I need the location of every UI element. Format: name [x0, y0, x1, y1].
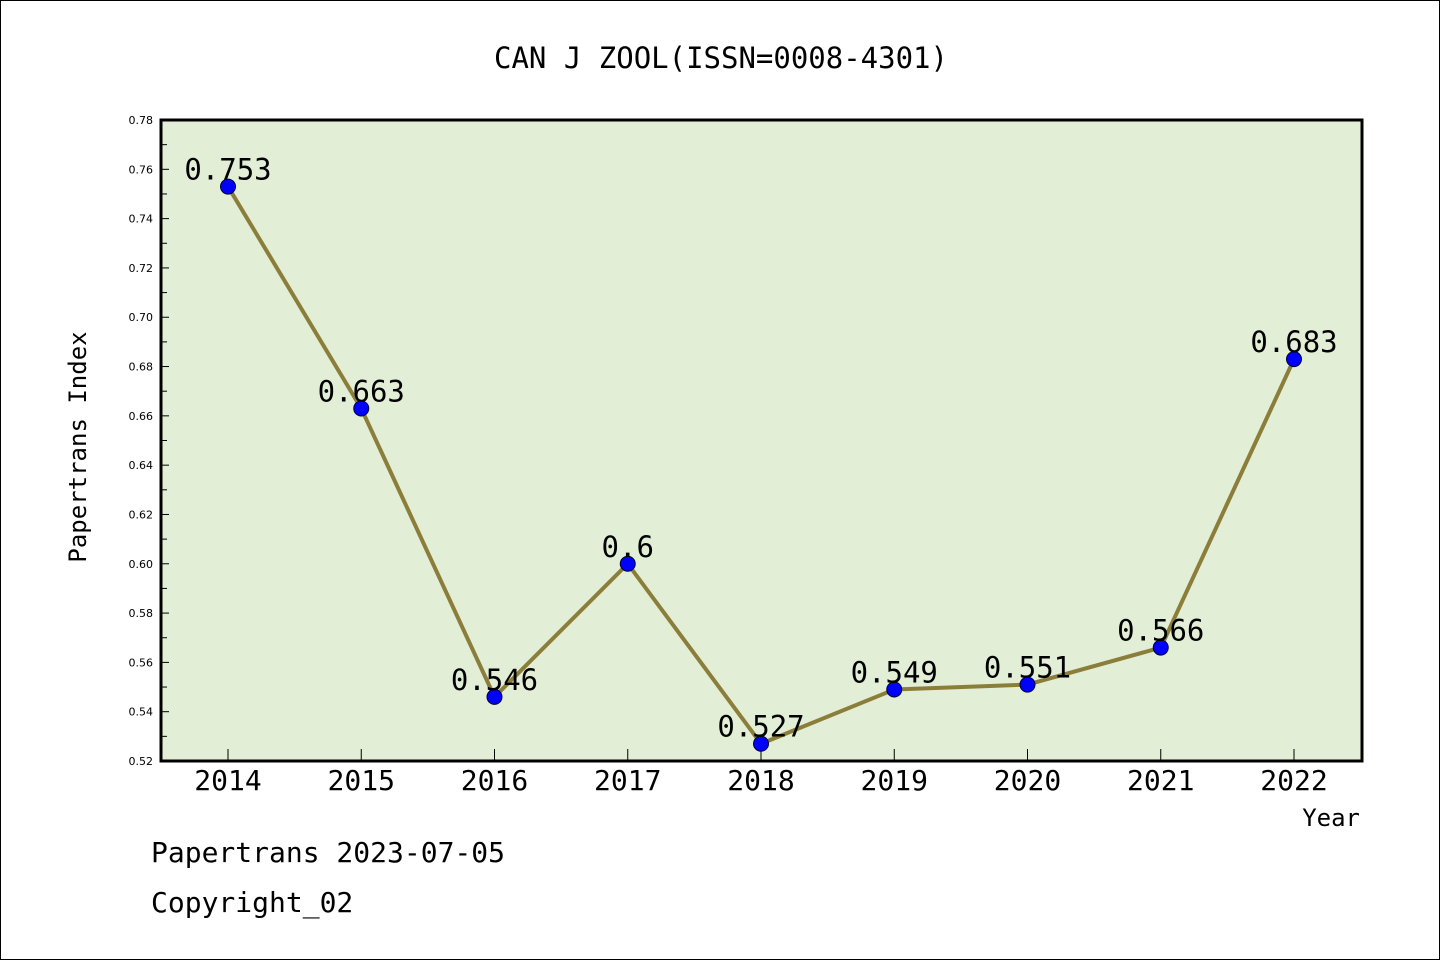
- y-tick-label: 0.60: [129, 558, 154, 571]
- data-label: 0.546: [451, 663, 538, 697]
- x-axis-ticks: 2014 2015 2016 2017 2018 2019 2020 2021 2022: [194, 749, 1328, 797]
- y-tick-label: 0.76: [129, 163, 154, 176]
- x-tick-label: 2018: [727, 764, 794, 797]
- y-tick-label: 0.52: [129, 755, 154, 768]
- y-tick-label: 0.62: [129, 508, 154, 521]
- data-point: [886, 681, 903, 698]
- x-tick-label: 2022: [1260, 764, 1327, 797]
- data-label: 0.527: [717, 710, 804, 744]
- plot-area: [161, 120, 1362, 761]
- data-label: 0.551: [984, 651, 1071, 685]
- x-tick-label: 2016: [461, 764, 528, 797]
- y-tick-label: 0.58: [129, 607, 154, 620]
- chart-title: CAN J ZOOL(ISSN=0008-4301): [494, 41, 948, 75]
- y-tick-label: 0.56: [129, 656, 154, 669]
- y-axis-label: Papertrans Index: [64, 331, 92, 562]
- data-point: [353, 400, 370, 417]
- data-label: 0.753: [184, 153, 271, 187]
- y-tick-label: 0.54: [129, 706, 154, 719]
- data-label: 0.566: [1117, 614, 1204, 648]
- data-point: [1019, 676, 1036, 693]
- data-label: 0.549: [851, 656, 938, 690]
- x-axis-label: Year: [1302, 804, 1360, 832]
- data-label: 0.663: [318, 374, 405, 408]
- y-tick-label: 0.64: [129, 459, 154, 472]
- data-point: [1286, 351, 1302, 368]
- data-point: [619, 555, 636, 572]
- x-tick-label: 2014: [194, 764, 261, 797]
- plot-frame: [159, 118, 1364, 763]
- x-tick-label: 2015: [328, 764, 395, 797]
- data-labels: 0.753 0.663 0.546 0.6 0.527 0.549 0.551 0.566 0.…: [184, 153, 1337, 744]
- data-label: 0.6: [602, 530, 654, 564]
- y-tick-label: 0.78: [129, 114, 154, 127]
- data-point: [486, 688, 503, 705]
- y-tick-label: 0.72: [129, 262, 154, 275]
- x-tick-label: 2021: [1127, 764, 1194, 797]
- x-tick-label: 2020: [994, 764, 1061, 797]
- y-tick-label: 0.68: [129, 361, 154, 374]
- data-point: [220, 178, 236, 195]
- y-tick-label: 0.74: [129, 213, 154, 226]
- footer-date: Papertrans 2023-07-05: [151, 836, 506, 869]
- footer-copyright: Copyright_02: [151, 886, 354, 919]
- data-point: [753, 735, 769, 752]
- x-tick-label: 2017: [594, 764, 661, 797]
- y-tick-label: 0.70: [129, 311, 154, 324]
- data-point: [1152, 639, 1169, 656]
- data-label: 0.683: [1250, 325, 1337, 359]
- data-markers: [220, 178, 1302, 752]
- x-tick-label: 2019: [861, 764, 928, 797]
- y-axis-ticks: 0.52 0.54 0.56 0.58 0.60 0.62 0.64 0.66 0.68 0.70…: [129, 114, 169, 768]
- y-tick-label: 0.66: [129, 410, 154, 423]
